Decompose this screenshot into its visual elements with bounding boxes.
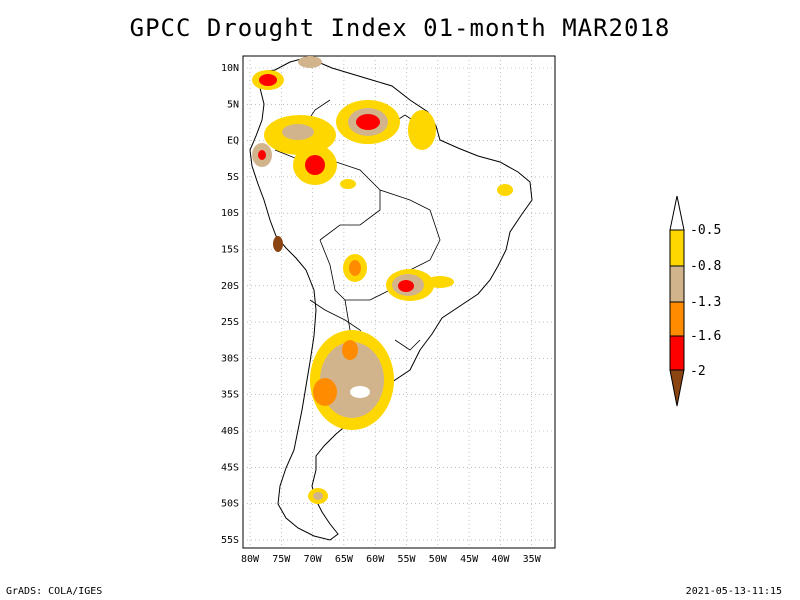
longitude-tick-label: 50W	[429, 554, 448, 565]
legend-swatch-2	[669, 265, 685, 303]
legend-label-5: -2	[690, 364, 706, 379]
latitude-tick-label: 35S	[221, 390, 239, 401]
footer-credit: GrADS: COLA/IGES	[6, 586, 103, 597]
latitude-tick-label: 45S	[221, 462, 239, 473]
legend-label-2: -0.8	[690, 259, 721, 274]
latitude-tick-label: 5N	[227, 99, 239, 110]
latitude-tick-label: 40S	[221, 426, 239, 437]
latitude-labels: 10N 5N EQ 5S 10S 15S 20S 25S 30S 35S 40S 45S 50S 55S	[221, 63, 239, 546]
latitude-tick-label: 5S	[227, 172, 239, 183]
latitude-tick-label: 55S	[221, 535, 239, 546]
legend-bottom-triangle	[669, 369, 685, 407]
latitude-tick-label: 20S	[221, 281, 239, 292]
longitude-tick-label: 40W	[491, 554, 510, 565]
continent-outline	[249, 57, 533, 541]
longitude-tick-label: 35W	[523, 554, 542, 565]
legend-swatch-3	[669, 301, 685, 337]
longitude-tick-label: 55W	[397, 554, 416, 565]
latitude-tick-label: 30S	[221, 353, 239, 364]
footer-timestamp: 2021-05-13-11:15	[685, 586, 782, 597]
legend-label-1: -0.5	[690, 223, 721, 238]
longitude-labels: 80W 75W 70W 65W 60W 55W 50W 45W 40W 35W	[241, 554, 542, 565]
longitude-tick-label: 70W	[304, 554, 323, 565]
longitude-tick-label: 60W	[366, 554, 385, 565]
longitude-tick-label: 75W	[272, 554, 291, 565]
latitude-tick-label: 50S	[221, 499, 239, 510]
longitude-tick-label: 45W	[460, 554, 479, 565]
legend-label-4: -1.6	[690, 329, 721, 344]
legend: -0.5 -0.8 -1.3 -1.6 -2	[669, 195, 721, 407]
legend-label-3: -1.3	[690, 295, 721, 310]
map-title: GPCC Drought Index 01-month MAR2018	[129, 14, 671, 42]
latitude-tick-label: EQ	[227, 136, 239, 147]
longitude-tick-label: 80W	[241, 554, 260, 565]
legend-top-triangle	[669, 195, 685, 231]
latitude-tick-label: 10N	[221, 63, 239, 74]
latitude-tick-label: 25S	[221, 317, 239, 328]
drought-patches	[252, 56, 513, 504]
legend-swatch-4	[669, 335, 685, 371]
longitude-tick-label: 65W	[335, 554, 354, 565]
latitude-tick-label: 15S	[221, 245, 239, 256]
legend-swatch-1	[669, 229, 685, 267]
latitude-tick-label: 10S	[221, 208, 239, 219]
